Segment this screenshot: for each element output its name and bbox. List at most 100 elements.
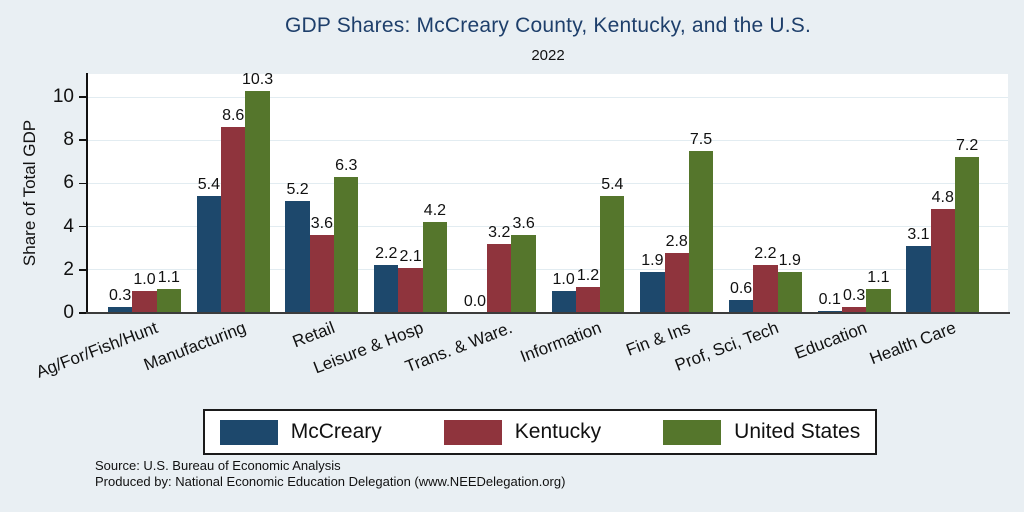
bar-value-label: 1.0 xyxy=(133,271,156,289)
bar xyxy=(688,151,714,313)
y-tick xyxy=(79,96,88,98)
bar xyxy=(108,306,133,313)
y-tick-label: 0 xyxy=(63,302,74,323)
grid-line xyxy=(88,96,1008,98)
grid-line xyxy=(88,226,1008,228)
bar xyxy=(841,306,867,313)
x-axis-line xyxy=(86,312,1010,315)
bar-value-label: 1.9 xyxy=(778,251,801,269)
bar xyxy=(753,265,778,313)
y-tick-label: 4 xyxy=(63,215,74,237)
bar xyxy=(866,289,891,313)
bar xyxy=(156,289,181,313)
bar xyxy=(374,265,399,313)
footer-notes: Source: U.S. Bureau of Economic Analysis… xyxy=(95,458,565,491)
bar xyxy=(511,235,536,313)
bar-value-label: 1.0 xyxy=(552,271,575,289)
bar xyxy=(551,291,576,313)
y-tick xyxy=(79,139,88,141)
grid-line xyxy=(88,269,1008,271)
produced-by-note: Produced by: National Economic Education… xyxy=(95,474,566,490)
bar-value-label: 3.6 xyxy=(512,215,535,233)
x-category-label: Health Care xyxy=(867,318,959,369)
grid-line xyxy=(88,139,1008,141)
bar xyxy=(309,235,335,313)
legend-label-kentucky: Kentucky xyxy=(514,420,602,443)
bar xyxy=(422,222,448,313)
bar xyxy=(196,196,222,313)
bar xyxy=(664,252,689,313)
legend: McCreary Kentucky United States xyxy=(203,409,877,455)
chart-title: GDP Shares: McCreary County, Kentucky, a… xyxy=(284,14,812,37)
bar xyxy=(132,291,157,313)
bar-value-label: 1.1 xyxy=(867,269,890,287)
source-note: Source: U.S. Bureau of Economic Analysis xyxy=(95,458,341,473)
bar-value-label: 7.2 xyxy=(956,137,979,155)
y-tick-label: 2 xyxy=(63,258,74,280)
bar-value-label: 1.2 xyxy=(576,267,600,285)
bar-value-label: 10.3 xyxy=(241,70,274,88)
bar-value-label: 4.8 xyxy=(931,189,954,207)
legend-label-united-states: United States xyxy=(734,420,861,443)
x-category-label: Retail xyxy=(290,318,338,352)
chart-subtitle: 2022 xyxy=(531,47,565,64)
bar-value-label: 5.4 xyxy=(197,176,220,194)
bar-value-label: 7.5 xyxy=(689,131,713,148)
y-tick xyxy=(79,225,88,228)
bar-value-label: 0.0 xyxy=(463,293,487,310)
bar-value-label: 3.2 xyxy=(488,223,511,241)
x-category-label: Manufacturing xyxy=(141,318,250,375)
bar-value-label: 6.3 xyxy=(335,156,358,174)
bar xyxy=(906,246,931,313)
bar xyxy=(334,176,359,313)
legend-item-mccreary: McCreary xyxy=(219,419,382,445)
bar-value-label: 2.2 xyxy=(375,245,398,263)
mccreary-swatch xyxy=(219,419,278,445)
bar xyxy=(728,300,754,313)
kentucky-swatch xyxy=(443,419,502,445)
bar-value-label: 2.8 xyxy=(665,232,688,250)
bar-value-label: 3.6 xyxy=(310,215,334,233)
bar xyxy=(575,287,601,313)
bar xyxy=(817,310,842,313)
legend-item-kentucky: Kentucky xyxy=(443,419,602,445)
bar-value-label: 1.1 xyxy=(157,269,180,287)
legend-label-mccreary: McCreary xyxy=(290,420,382,443)
bar-value-label: 0.1 xyxy=(818,290,841,308)
x-category-label: Information xyxy=(517,318,604,367)
bar-value-label: 5.4 xyxy=(601,176,624,194)
bar xyxy=(930,209,955,313)
legend-item-united-states: United States xyxy=(663,419,861,445)
bar-value-label: 2.2 xyxy=(754,245,777,263)
y-tick xyxy=(79,312,88,314)
bar-value-label: 3.1 xyxy=(907,226,930,244)
united-states-swatch xyxy=(663,419,722,445)
bar-value-label: 1.9 xyxy=(641,251,664,269)
bar xyxy=(221,127,246,313)
bar-value-label: 4.2 xyxy=(423,202,447,220)
x-category-label: Ag/For/Fish/Hunt xyxy=(33,318,161,382)
bar-value-label: 2.1 xyxy=(399,247,422,265)
grid-line xyxy=(88,182,1008,184)
y-tick-label: 8 xyxy=(63,129,74,151)
y-tick-label: 6 xyxy=(63,172,74,194)
bar xyxy=(285,200,310,313)
x-category-label: Education xyxy=(792,318,870,363)
bar xyxy=(777,271,802,313)
bar-value-label: 0.3 xyxy=(109,286,132,304)
bar xyxy=(600,196,625,313)
bar-value-label: 0.3 xyxy=(842,286,866,304)
bar-value-label: 5.2 xyxy=(286,180,309,198)
bar xyxy=(954,157,980,313)
y-tick xyxy=(79,182,88,185)
bar xyxy=(245,90,270,313)
y-tick xyxy=(79,269,88,271)
bar xyxy=(487,243,512,313)
y-axis-line xyxy=(86,73,88,314)
bar xyxy=(640,271,665,313)
bar-value-label: 8.6 xyxy=(222,107,245,125)
bar xyxy=(398,267,423,313)
bar-value-label: 0.6 xyxy=(729,280,753,298)
y-tick-label: 10 xyxy=(52,86,74,107)
